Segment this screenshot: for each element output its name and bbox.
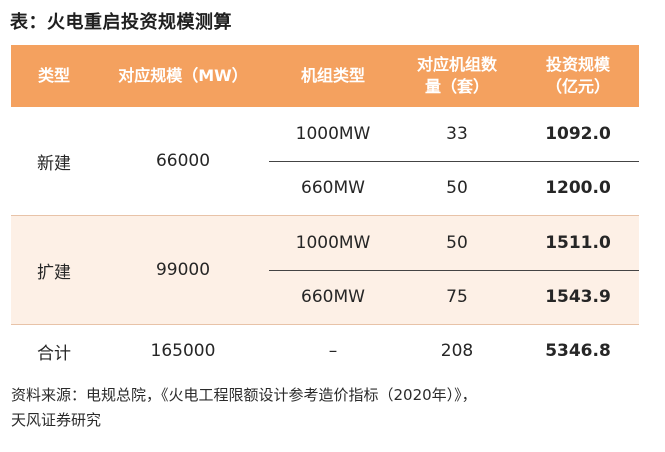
total-row: 合计 165000 – 208 5346.8 xyxy=(11,325,639,377)
total-investment: 5346.8 xyxy=(545,341,611,361)
header-scale: 对应规模（MW） xyxy=(118,66,248,85)
group-new-row1-count: 33 xyxy=(446,124,468,144)
row-divider xyxy=(269,161,639,162)
group-expand-type: 扩建 xyxy=(37,262,71,283)
header-unit-type: 机组类型 xyxy=(300,66,365,85)
group-new-row2-count: 50 xyxy=(446,178,468,198)
source-line2: 天风证券研究 xyxy=(11,411,102,429)
group-new-row2-unit-type: 660MW xyxy=(301,178,365,198)
total-unit-type: – xyxy=(328,341,338,361)
group-expand: 扩建 99000 1000MW 50 1511.0 660MW 75 1543.… xyxy=(11,216,639,324)
header-investment-line1: 投资规模 xyxy=(545,55,610,74)
header-investment-line2: （亿元） xyxy=(545,77,610,96)
header-investment: 投资规模 （亿元） xyxy=(517,45,639,107)
group-expand-row2-count: 75 xyxy=(446,287,468,307)
group-expand-row1-unit-type: 1000MW xyxy=(295,233,371,253)
group-new-type: 新建 xyxy=(37,153,71,174)
row-divider xyxy=(269,270,639,271)
group-expand-row2-investment: 1543.9 xyxy=(545,287,611,307)
header-type: 类型 xyxy=(37,66,70,85)
group-new-row2-investment: 1200.0 xyxy=(545,178,611,198)
source-line1: 资料来源：电规总院，《火电工程限额设计参考造价指标（2020年）》， xyxy=(11,386,477,404)
group-new: 新建 66000 1000MW 33 1092.0 660MW 50 1200.… xyxy=(11,107,639,215)
total-count: 208 xyxy=(440,341,474,361)
source-note: 资料来源：电规总院，《火电工程限额设计参考造价指标（2020年）》， 天风证券研… xyxy=(11,383,661,433)
total-scale: 165000 xyxy=(150,341,216,361)
table-header: 类型 对应规模（MW） 机组类型 对应机组数 量（套） 投资规模 （亿元） xyxy=(11,45,639,107)
group-new-scale: 66000 xyxy=(155,151,211,171)
group-expand-row1-investment: 1511.0 xyxy=(545,233,611,253)
header-unit-count: 对应机组数 量（套） xyxy=(397,45,517,107)
group-new-row1-investment: 1092.0 xyxy=(545,124,611,144)
header-unit-count-line2: 量（套） xyxy=(424,77,489,96)
header-unit-count-line1: 对应机组数 xyxy=(416,55,497,74)
group-expand-row2-unit-type: 660MW xyxy=(301,287,365,307)
group-expand-scale: 99000 xyxy=(155,260,211,280)
group-divider xyxy=(11,215,639,216)
table-title: 表：火电重启投资规模测算 xyxy=(10,12,232,33)
group-divider xyxy=(11,324,639,325)
group-expand-row1-count: 50 xyxy=(446,233,468,253)
group-new-row1-unit-type: 1000MW xyxy=(295,124,371,144)
total-type: 合计 xyxy=(37,343,71,364)
